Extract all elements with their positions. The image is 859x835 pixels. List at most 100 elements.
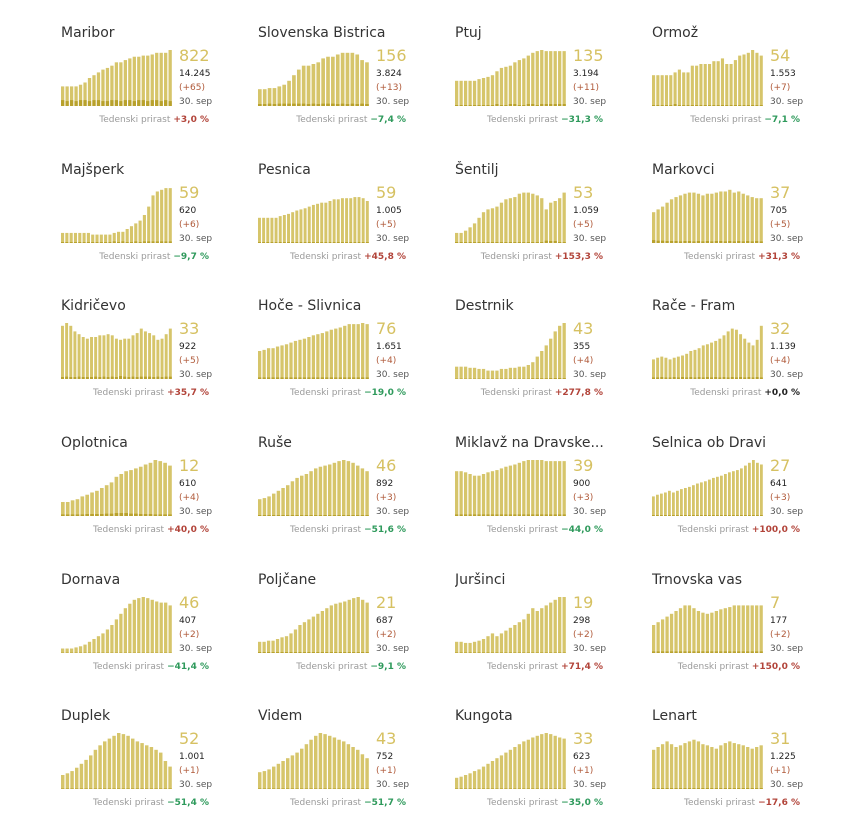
new-cases-bar [337,515,340,516]
date-label: 30. sep [376,779,409,791]
active-cases-bar [148,333,151,379]
active-cases-bar [133,600,136,653]
new-cases-bar [285,652,288,653]
active-cases-bar [477,641,480,653]
new-cases-bar [83,242,86,243]
active-cases-bar [746,605,749,653]
new-cases-bar [333,515,336,516]
active-cases-bar [323,466,326,516]
active-cases-bar [554,736,557,789]
active-cases-bar [549,339,552,379]
active-cases-bar [486,209,489,243]
weekly-growth-label: Tedenski prirast [487,662,558,672]
weekly-growth: Tedenski prirast−19,0 % [290,387,406,399]
active-cases-bar [106,68,109,106]
municipality-name: Ptuj [455,24,623,42]
weekly-growth-label: Tedenski prirast [99,115,170,125]
active-cases-bar [357,597,360,653]
new-cases-bar [540,788,543,789]
new-cases-bar [258,515,261,516]
active-cases-bar [132,335,135,379]
active-cases-bar [156,340,159,379]
active-cases-bar [164,761,167,789]
active-cases-bar [760,464,763,516]
active-cases-bar [291,481,294,516]
active-cases-bar [504,753,507,789]
active-cases-bar [289,343,292,379]
active-cases-bar [681,355,684,379]
active-cases-bar [321,333,324,379]
new-cases-bar [682,105,685,106]
new-cases-bar [342,788,345,789]
new-cases-bar [140,788,143,789]
weekly-growth: Tedenski prirast+0,0 % [690,387,800,399]
active-cases-bar [513,62,516,106]
active-cases-bar [267,641,270,653]
active-cases-bar [277,86,281,106]
active-cases-bar [146,598,149,653]
new-cases-bar [168,788,171,789]
active-cases-bar [545,733,548,789]
active-cases-bar [672,492,675,516]
new-cases-bar [108,788,111,789]
active-cases-bar [151,600,154,653]
new-cases-bar [341,242,344,243]
active-cases-bar [701,613,704,653]
new-cases-bar [309,515,312,516]
active-cases-bar [347,461,350,516]
new-cases-bar [158,514,162,516]
new-cases-bar [121,241,124,243]
municipality-name: Selnica ob Dravi [652,434,820,452]
new-cases-bar [699,105,702,106]
active-cases-bar [139,221,142,243]
weekly-growth-value: +40,0 % [167,525,209,535]
active-cases-bar [495,207,498,243]
new-cases-bar [491,105,494,106]
new-cases-bar [110,100,113,106]
new-cases-bar [295,242,298,243]
total-cases: 355 [573,341,590,353]
active-cases-bar [70,771,73,789]
weekly-growth: Tedenski prirast+153,3 % [481,251,603,263]
new-cases-bar [504,242,507,243]
new-cases-bar [272,515,275,516]
active-cases-bar [156,191,159,243]
active-cases-bar [665,741,668,789]
new-cases: (+1) [770,765,790,777]
new-cases-bar [295,788,298,789]
new-cases-bar [108,242,111,243]
new-cases-bar [719,241,722,243]
new-cases-bar [751,788,754,789]
active-cases-bar [108,235,111,243]
new-cases-bar [275,242,278,243]
active-cases-bar [303,622,306,653]
new-cases-bar [540,514,543,516]
new-cases-bar [314,788,317,789]
new-cases-bar [304,242,307,243]
new-cases-bar [334,652,337,653]
active-cases-bar [119,614,122,653]
active-cases-bar [280,345,283,379]
weekly-growth-label: Tedenski prirast [93,388,164,398]
new-cases-bar [323,788,326,789]
new-cases-bar [263,104,267,106]
weekly-growth-label: Tedenski prirast [99,252,170,262]
new-cases-bar [527,104,530,106]
new-cases-bar [677,377,680,379]
new-cases-bar [504,652,507,653]
active-cases-bar [358,197,361,243]
weekly-growth-value: −19,0 % [364,388,406,398]
active-cases-bar [92,639,95,653]
weekly-growth: Tedenski prirast+277,8 % [481,387,603,399]
active-cases-bar [656,747,659,789]
new-cases-bar [656,651,659,653]
new-cases-bar [280,652,283,653]
active-cases: 822 [179,46,210,66]
new-cases-bar [321,652,324,653]
active-cases-bar [65,233,68,243]
active-cases-bar [314,736,317,789]
new-cases-bar [134,241,137,243]
new-cases-bar [289,652,292,653]
sparkline-chart [455,323,567,379]
